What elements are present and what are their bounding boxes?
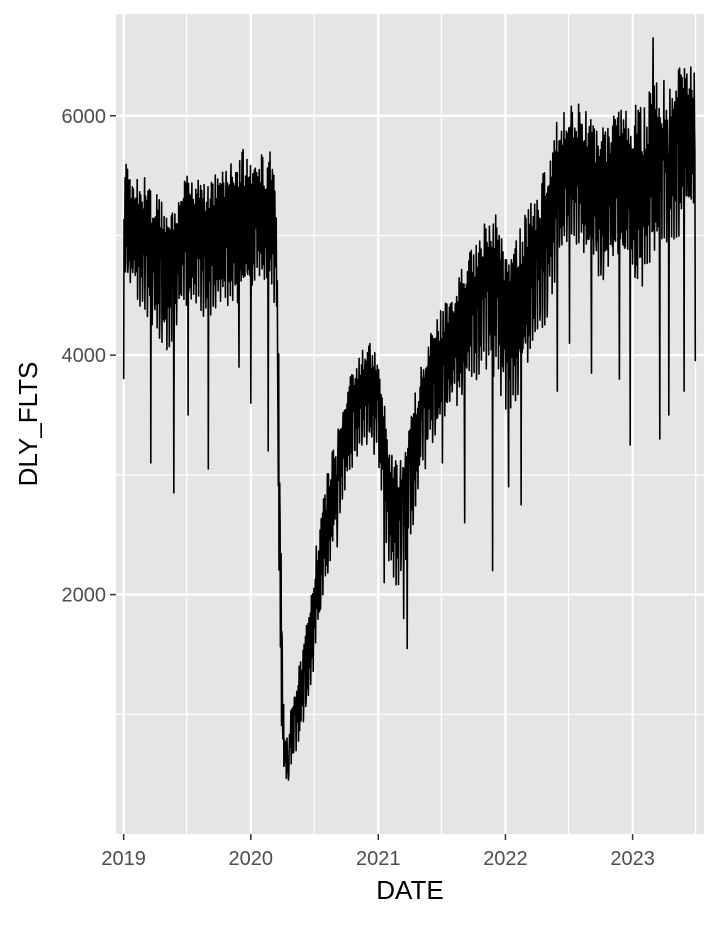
x-tick-label: 2022	[483, 848, 528, 870]
x-tick-label: 2023	[610, 848, 655, 870]
series-layer	[122, 37, 697, 781]
y-tick-label: 2000	[62, 585, 107, 607]
x-tick-label: 2020	[229, 848, 274, 870]
y-axis-label: DLY_FLTS	[13, 362, 43, 487]
series-line	[122, 37, 697, 781]
x-tick-label: 2021	[356, 848, 401, 870]
x-tick-label: 2019	[101, 848, 146, 870]
y-tick-label: 4000	[62, 345, 107, 367]
ticks: 2000 4000 6000 2019 2020 2021 2022 2023	[62, 106, 655, 870]
y-tick-label: 6000	[62, 106, 107, 128]
x-axis-label: DATE	[376, 875, 443, 905]
